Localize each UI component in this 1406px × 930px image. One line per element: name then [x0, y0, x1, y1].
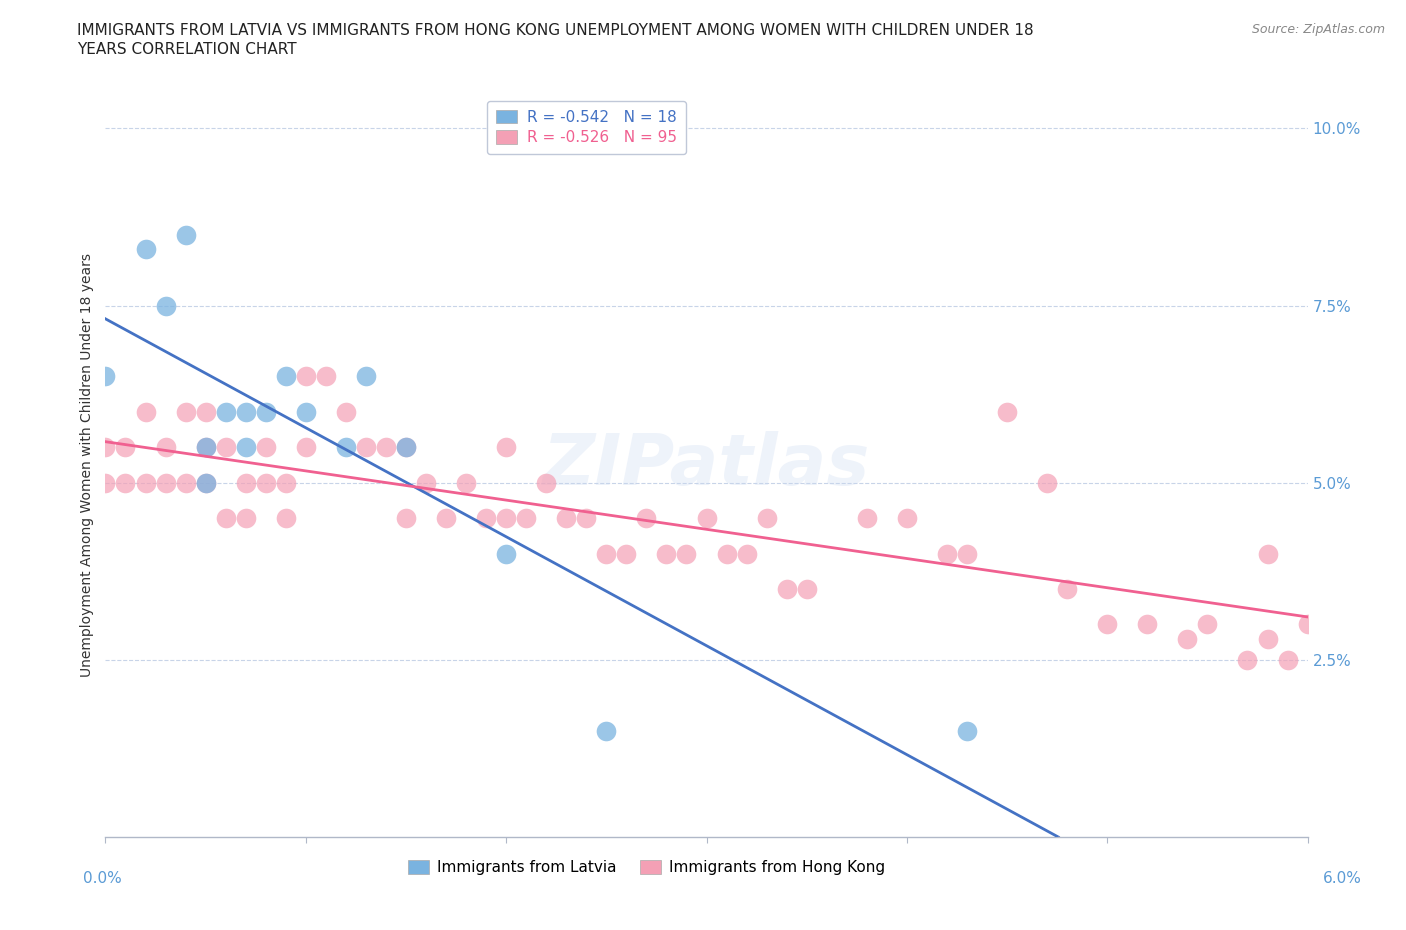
Text: ZIPatlas: ZIPatlas	[543, 431, 870, 499]
Point	[155, 299, 177, 313]
Point	[415, 475, 437, 490]
Point	[995, 405, 1018, 419]
Text: YEARS CORRELATION CHART: YEARS CORRELATION CHART	[77, 42, 297, 57]
Point	[536, 475, 558, 490]
Point	[295, 405, 318, 419]
Point	[555, 511, 578, 525]
Text: 0.0%: 0.0%	[83, 871, 122, 886]
Point	[1097, 617, 1119, 631]
Point	[135, 475, 157, 490]
Point	[495, 440, 517, 455]
Point	[495, 511, 517, 525]
Point	[235, 511, 257, 525]
Point	[1236, 653, 1258, 668]
Point	[1036, 475, 1059, 490]
Text: 6.0%: 6.0%	[1323, 871, 1362, 886]
Point	[135, 242, 157, 257]
Point	[295, 369, 318, 384]
Point	[616, 546, 638, 561]
Point	[114, 475, 136, 490]
Point	[716, 546, 738, 561]
Point	[214, 405, 236, 419]
Point	[335, 440, 357, 455]
Point	[675, 546, 697, 561]
Point	[155, 440, 177, 455]
Point	[194, 475, 217, 490]
Point	[94, 369, 117, 384]
Point	[94, 440, 117, 455]
Point	[135, 405, 157, 419]
Point	[655, 546, 678, 561]
Point	[936, 546, 959, 561]
Text: Source: ZipAtlas.com: Source: ZipAtlas.com	[1251, 23, 1385, 36]
Point	[856, 511, 879, 525]
Point	[174, 405, 197, 419]
Point	[94, 475, 117, 490]
Point	[575, 511, 598, 525]
Point	[456, 475, 478, 490]
Point	[335, 405, 357, 419]
Point	[295, 440, 318, 455]
Point	[1177, 631, 1199, 646]
Point	[755, 511, 778, 525]
Point	[254, 475, 277, 490]
Point	[174, 475, 197, 490]
Point	[1056, 581, 1078, 596]
Y-axis label: Unemployment Among Women with Children Under 18 years: Unemployment Among Women with Children U…	[80, 253, 94, 677]
Point	[515, 511, 537, 525]
Point	[475, 511, 498, 525]
Text: IMMIGRANTS FROM LATVIA VS IMMIGRANTS FROM HONG KONG UNEMPLOYMENT AMONG WOMEN WIT: IMMIGRANTS FROM LATVIA VS IMMIGRANTS FRO…	[77, 23, 1033, 38]
Point	[235, 405, 257, 419]
Point	[395, 440, 418, 455]
Point	[956, 724, 979, 738]
Point	[114, 440, 136, 455]
Point	[495, 546, 517, 561]
Point	[194, 440, 217, 455]
Point	[1277, 653, 1299, 668]
Point	[696, 511, 718, 525]
Point	[274, 475, 297, 490]
Point	[956, 546, 979, 561]
Point	[595, 724, 617, 738]
Point	[375, 440, 398, 455]
Point	[354, 369, 377, 384]
Legend: Immigrants from Latvia, Immigrants from Hong Kong: Immigrants from Latvia, Immigrants from …	[402, 854, 891, 882]
Point	[1296, 617, 1319, 631]
Point	[1257, 631, 1279, 646]
Point	[896, 511, 918, 525]
Point	[194, 405, 217, 419]
Point	[595, 546, 617, 561]
Point	[395, 440, 418, 455]
Point	[1136, 617, 1159, 631]
Point	[274, 369, 297, 384]
Point	[194, 440, 217, 455]
Point	[254, 440, 277, 455]
Point	[214, 511, 236, 525]
Point	[315, 369, 337, 384]
Point	[735, 546, 758, 561]
Point	[155, 475, 177, 490]
Point	[235, 440, 257, 455]
Point	[254, 405, 277, 419]
Point	[354, 440, 377, 455]
Point	[174, 227, 197, 242]
Point	[395, 511, 418, 525]
Point	[796, 581, 818, 596]
Point	[1257, 546, 1279, 561]
Point	[274, 511, 297, 525]
Point	[434, 511, 457, 525]
Point	[214, 440, 236, 455]
Point	[194, 475, 217, 490]
Point	[1197, 617, 1219, 631]
Point	[235, 475, 257, 490]
Point	[776, 581, 799, 596]
Point	[636, 511, 658, 525]
